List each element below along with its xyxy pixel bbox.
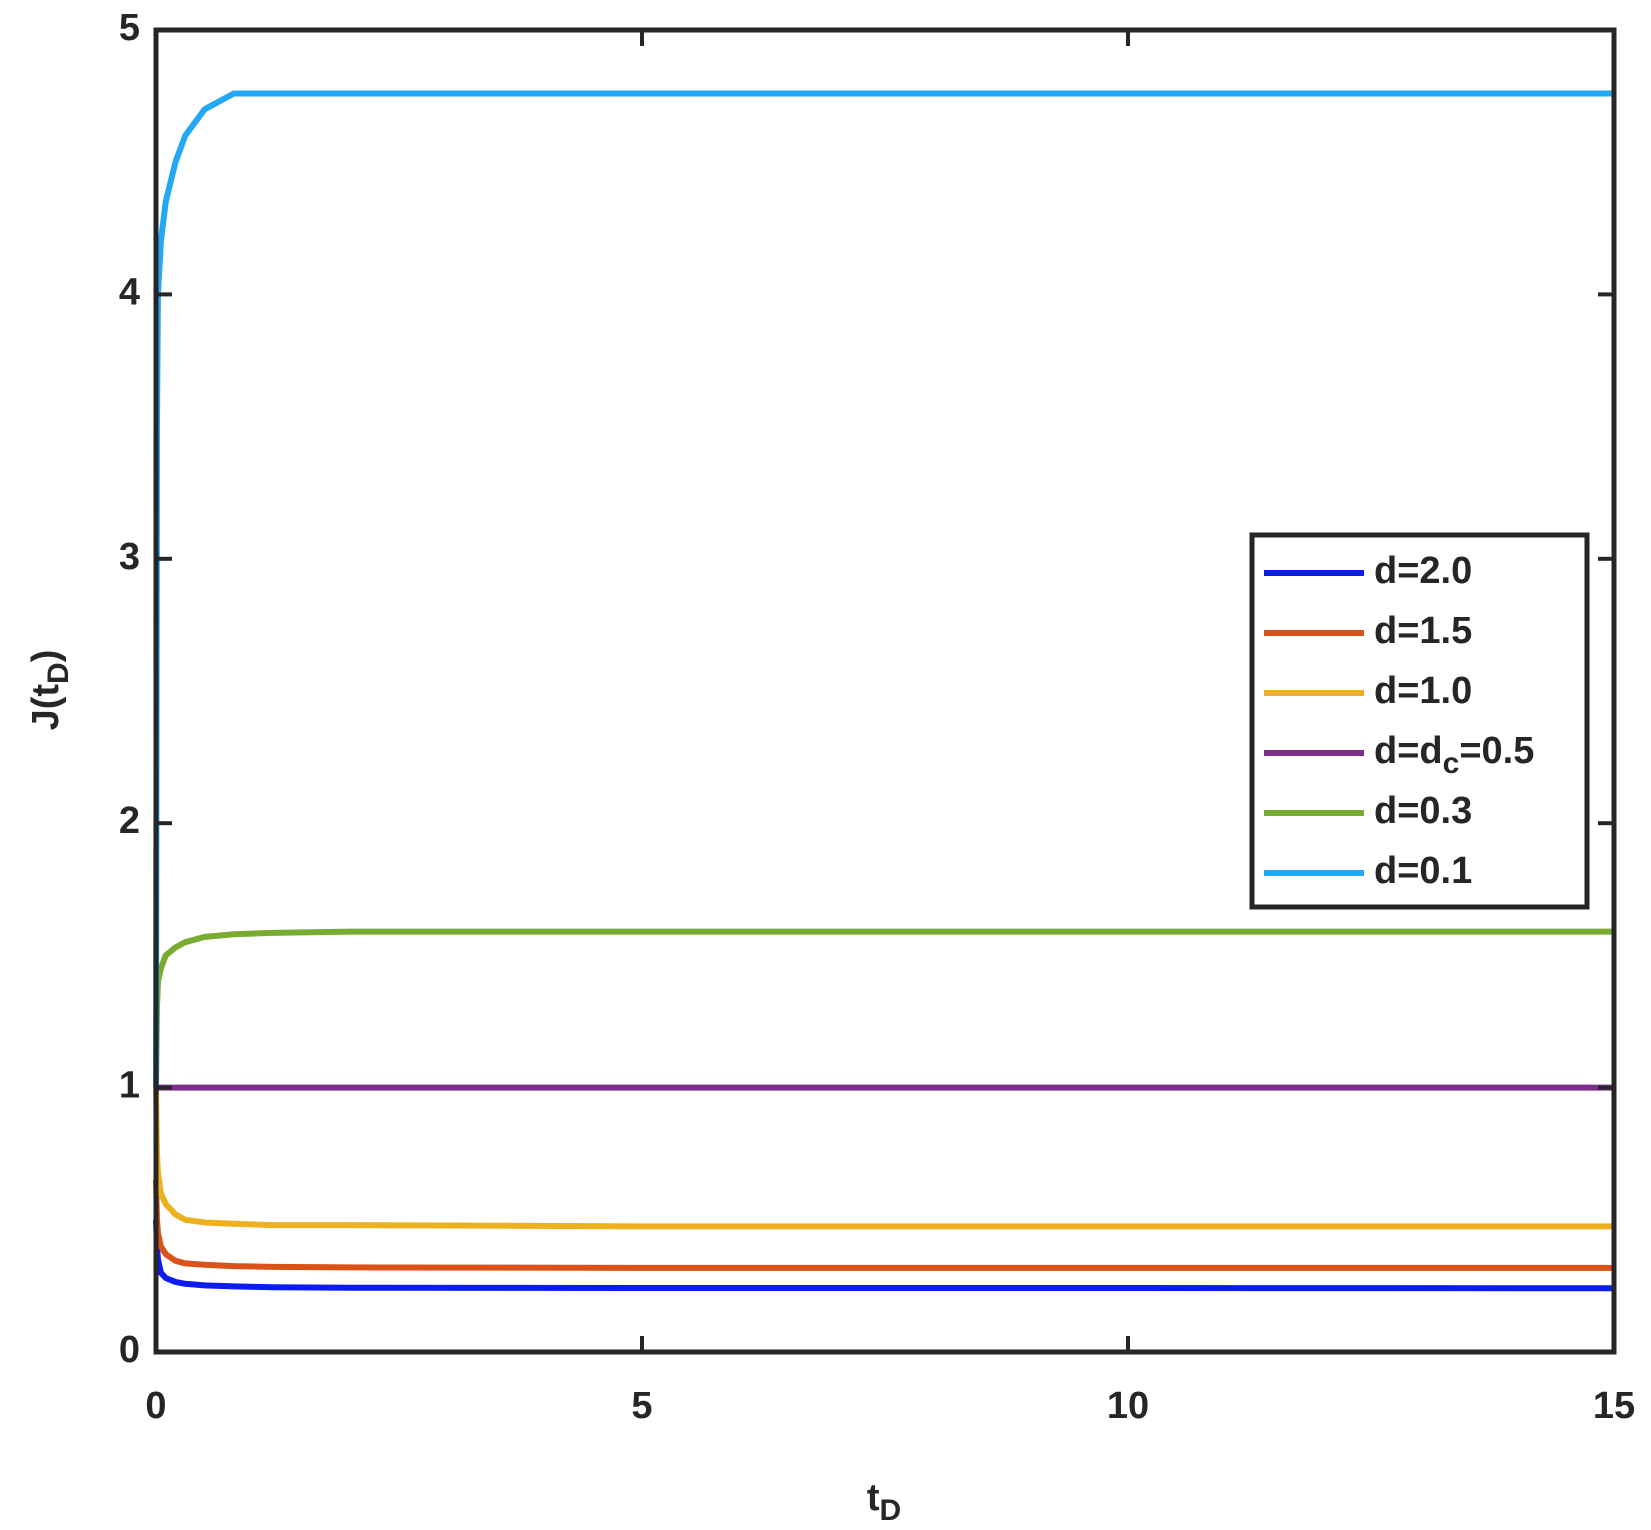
legend-label: d=2.0: [1374, 550, 1472, 592]
data-line: [153, 928, 1614, 1088]
x-tick-label: 10: [1107, 1385, 1149, 1427]
data-line: [153, 1087, 1614, 1230]
legend-label: d=dc=0.5: [1374, 730, 1534, 780]
y-tick-label: 5: [119, 7, 140, 49]
x-tick-label: 5: [631, 1385, 652, 1427]
x-axis-label: tD: [867, 1477, 901, 1527]
legend-box: [1249, 532, 1590, 910]
legend-label: d=0.1: [1374, 850, 1472, 892]
y-tick-label: 4: [119, 271, 140, 313]
data-line: [153, 1219, 1615, 1292]
y-tick-label: 1: [119, 1065, 140, 1107]
y-tick-label: 0: [119, 1329, 140, 1371]
legend-label: d=1.0: [1374, 670, 1472, 712]
y-tick-label: 2: [119, 800, 140, 842]
y-tick-label: 3: [119, 536, 140, 578]
x-tick-label: 0: [145, 1385, 166, 1427]
x-tick-label: 15: [1593, 1385, 1635, 1427]
legend-label: d=1.5: [1374, 610, 1472, 652]
plot-frame: [153, 27, 1617, 1355]
y-axis-label: J(tD): [25, 650, 75, 731]
legend-label: d=0.3: [1374, 790, 1472, 832]
